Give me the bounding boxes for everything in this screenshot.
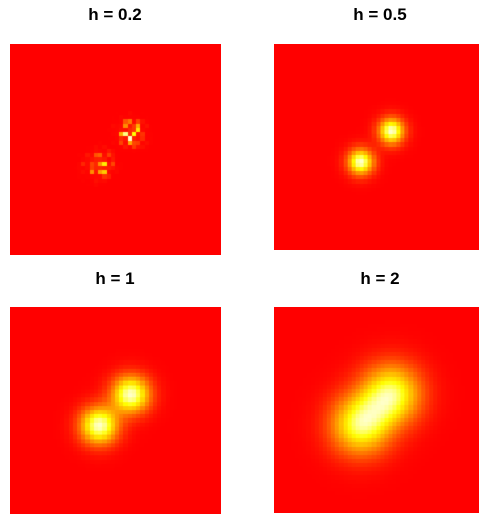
heatmap-canvas xyxy=(10,44,221,255)
panel-title: h = 2 xyxy=(360,269,400,288)
heatmap-canvas xyxy=(10,307,221,514)
heatmap-canvas xyxy=(274,44,479,250)
heatmap-canvas xyxy=(274,307,479,513)
panel-title: h = 0.2 xyxy=(88,5,142,24)
panel-title: h = 0.5 xyxy=(353,5,407,24)
panel-title: h = 1 xyxy=(95,269,135,288)
